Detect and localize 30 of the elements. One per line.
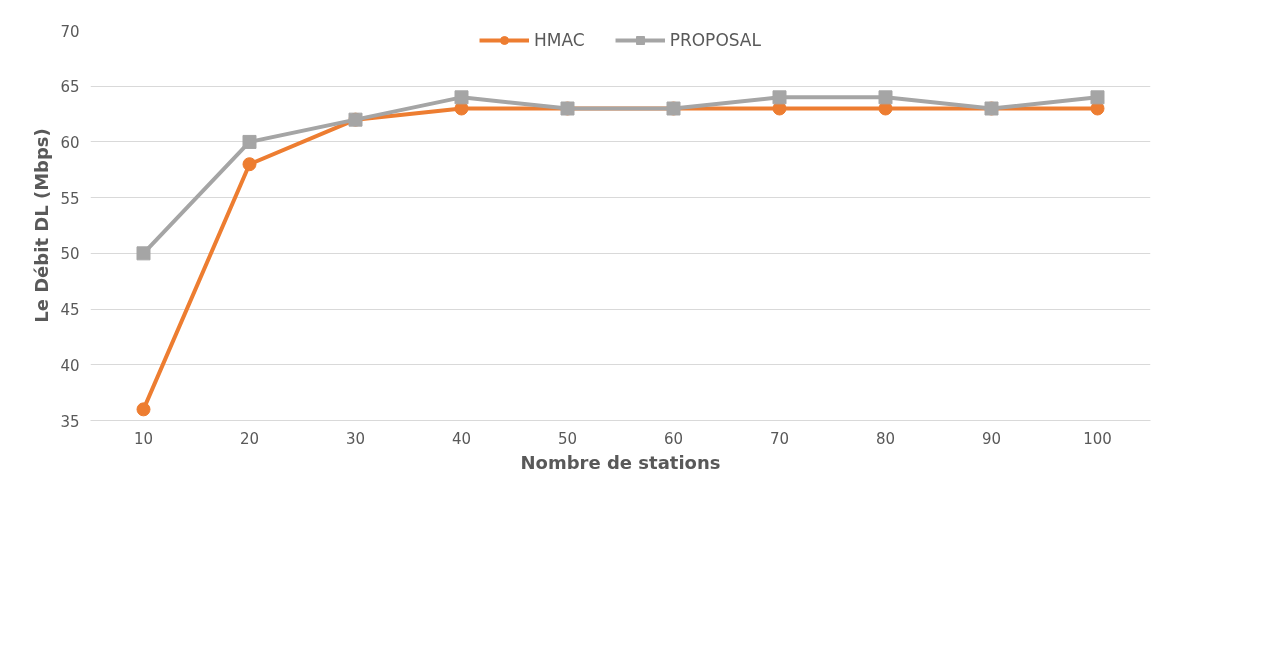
point <box>1090 90 1105 105</box>
y-tick-label: 35 <box>60 412 80 431</box>
point <box>878 90 893 105</box>
x-tick-label: 70 <box>769 429 790 448</box>
y-tick-label: 50 <box>60 245 80 264</box>
y-tick-label: 45 <box>60 301 80 320</box>
x-tick-label: 80 <box>875 429 896 448</box>
legend-label: HMAC <box>534 30 585 50</box>
point <box>772 90 787 105</box>
point <box>242 157 257 172</box>
y-tick-label: 60 <box>60 133 80 152</box>
y-tick-label: 70 <box>60 22 80 41</box>
y-tick-label: 40 <box>60 356 80 375</box>
x-tick-label: 40 <box>451 429 472 448</box>
point <box>454 90 469 105</box>
x-tick-label: 30 <box>345 429 366 448</box>
x-tick-label: 90 <box>981 429 1002 448</box>
point <box>136 246 151 261</box>
x-tick-label: 60 <box>663 429 684 448</box>
point <box>242 134 257 149</box>
x-axis-title: Nombre de stations <box>520 451 721 473</box>
x-tick-label: 100 <box>1083 429 1112 448</box>
x-tick-label: 50 <box>557 429 578 448</box>
legend-label: PROPOSAL <box>669 30 761 50</box>
x-tick-label: 20 <box>239 429 260 448</box>
y-axis-title: Le Débit DL (Mbps) <box>31 128 53 323</box>
y-tick-label: 55 <box>60 189 80 208</box>
x-tick-label: 10 <box>133 429 154 448</box>
point <box>136 402 151 417</box>
y-tick-label: 65 <box>60 78 80 97</box>
